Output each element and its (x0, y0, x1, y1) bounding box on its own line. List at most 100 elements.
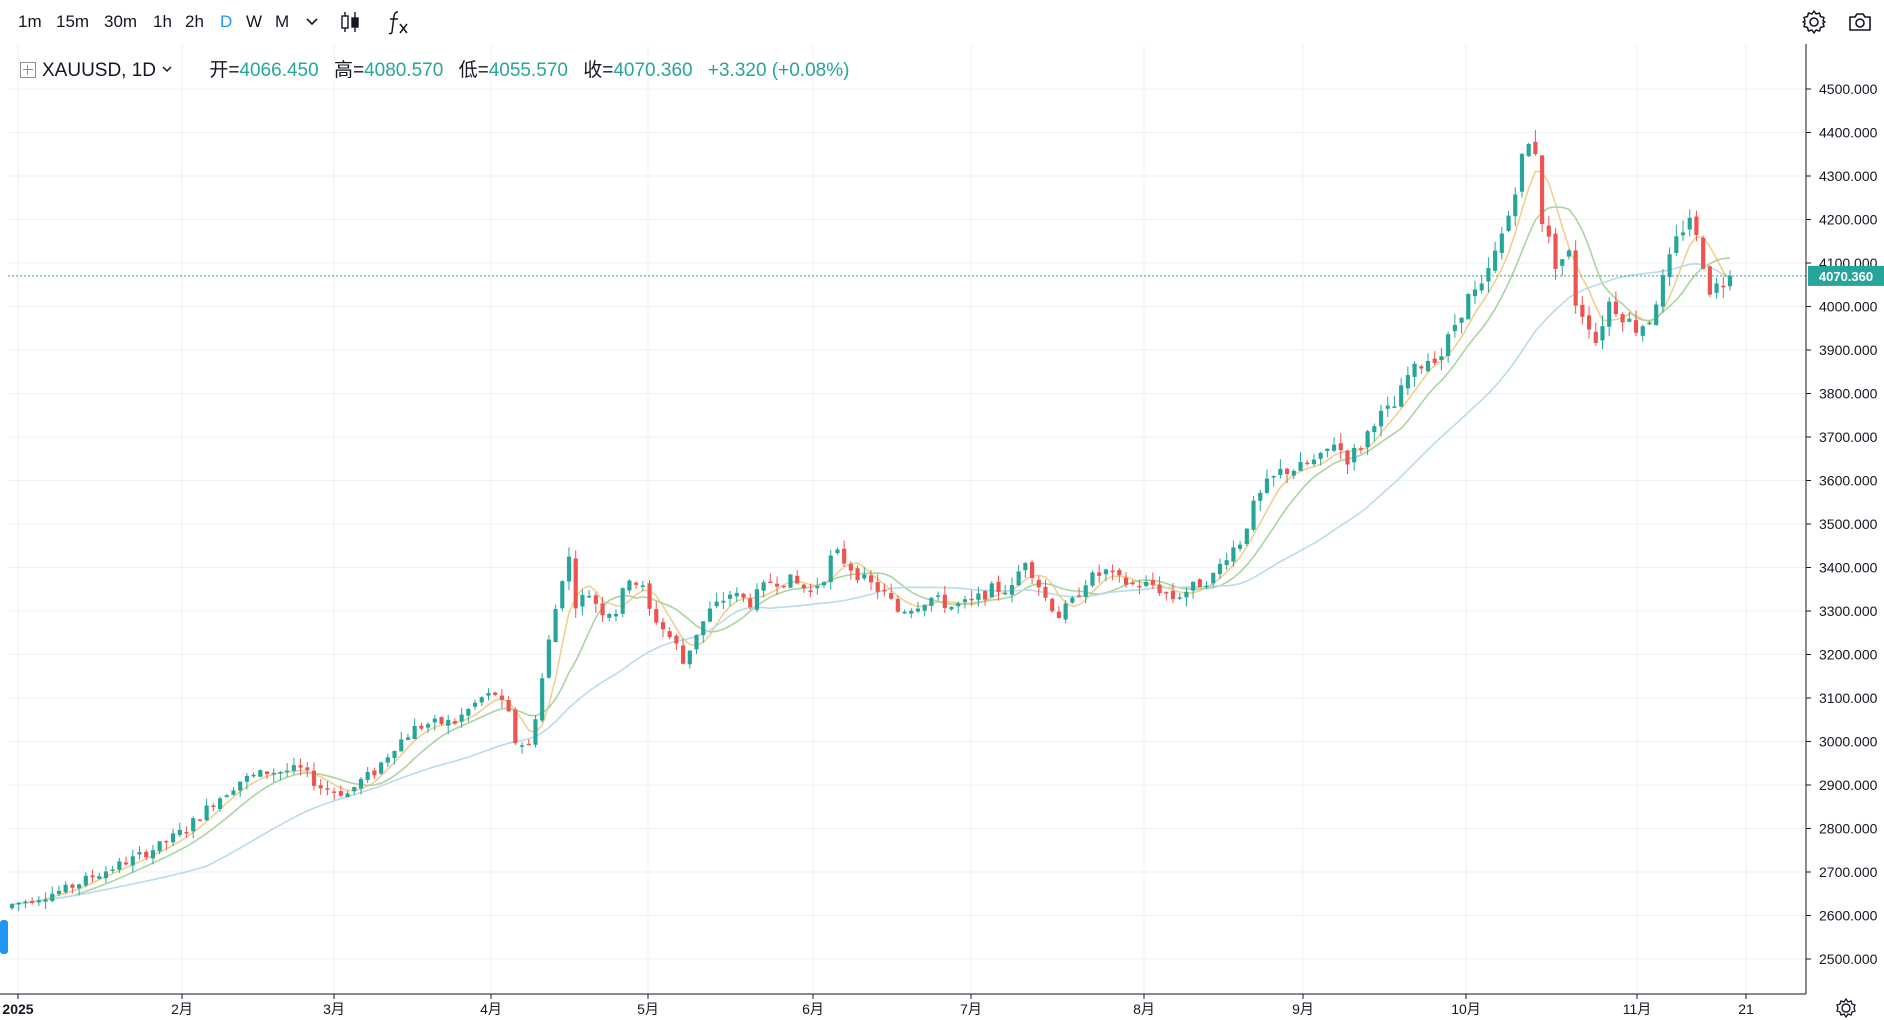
candle-body (580, 594, 585, 607)
close-value: 4070.360 (613, 60, 693, 81)
candle-body (318, 785, 323, 789)
candle-body (1036, 580, 1041, 588)
candle-body (150, 850, 156, 859)
candle-body (1157, 584, 1162, 594)
candle-body (1560, 259, 1565, 266)
candle-body (801, 584, 806, 589)
candle-body (77, 884, 82, 889)
candle-body (1144, 581, 1149, 586)
candle-body (1076, 595, 1082, 597)
axis-settings-icon[interactable] (1836, 997, 1856, 1019)
candle-body (1640, 326, 1645, 336)
candle-body (291, 765, 296, 771)
candle-body (63, 884, 68, 893)
candle-body (1620, 314, 1625, 323)
interval-m-button[interactable]: M (275, 12, 290, 31)
interval-30m-button[interactable]: 30m (104, 12, 138, 31)
candle-body (734, 592, 739, 597)
symbol-chevron-down-icon[interactable] (160, 62, 174, 76)
candle-body (1318, 452, 1323, 459)
legend-collapse-icon[interactable] (20, 62, 36, 78)
candle-body (1197, 579, 1202, 588)
x-tick-label: 8月 (1133, 1001, 1155, 1017)
candle-body (573, 558, 578, 609)
x-tick-label: 9月 (1292, 1001, 1314, 1017)
candle-body (1405, 375, 1410, 389)
interval-1m-button[interactable]: 1m (18, 12, 42, 31)
candle-body (305, 767, 310, 771)
y-tick-label: 3500.000 (1819, 516, 1878, 532)
moving-average-line (11, 170, 1731, 906)
indicators-fx-icon[interactable] (384, 8, 412, 36)
y-tick-label: 3700.000 (1819, 429, 1878, 445)
candle-body (1613, 301, 1618, 315)
interval-d-button[interactable]: D (220, 12, 233, 31)
candle-body (285, 770, 290, 773)
y-tick-label: 4300.000 (1819, 168, 1878, 184)
candle-body (311, 770, 317, 786)
chevron-down-icon[interactable] (303, 12, 321, 30)
candle-body (587, 595, 592, 598)
interval-2h-button[interactable]: 2h (185, 12, 204, 31)
candle-body (915, 608, 921, 612)
candle-body (1070, 597, 1075, 603)
candle-body (1365, 431, 1370, 448)
price-axis[interactable]: 4500.0004400.0004300.0004200.0004100.000… (1806, 81, 1878, 967)
candle-body (774, 583, 780, 587)
candle-body (1412, 363, 1417, 377)
candle-body (1217, 563, 1223, 575)
candle-body (43, 899, 48, 902)
candle-body (620, 588, 625, 614)
candle-body (124, 862, 129, 865)
candle-body (714, 601, 719, 607)
candle-body (332, 791, 337, 793)
y-tick-label: 3100.000 (1819, 690, 1878, 706)
candle-body (1513, 194, 1518, 217)
candle-body (170, 833, 176, 843)
candle-body (264, 771, 270, 775)
candle-body (1003, 592, 1008, 595)
candle-body (694, 634, 699, 650)
candle-body (506, 700, 511, 712)
interval-15m-button[interactable]: 15m (56, 12, 90, 31)
y-tick-label: 4200.000 (1819, 212, 1878, 228)
interval-1h-button[interactable]: 1h (153, 12, 172, 31)
candle-body (1211, 573, 1216, 584)
candle-body (30, 901, 35, 903)
camera-icon[interactable] (1846, 8, 1874, 36)
candle-body (667, 631, 672, 638)
candle-body (540, 678, 545, 721)
candle-body (278, 771, 283, 774)
candle-body (640, 585, 645, 587)
candle-body (1627, 318, 1632, 322)
scroll-handle[interactable] (0, 920, 8, 954)
candle-body (1311, 459, 1317, 465)
interval-w-button[interactable]: W (246, 12, 263, 31)
candle-body (546, 639, 551, 678)
candle-body (701, 621, 706, 636)
candle-body (1372, 426, 1377, 433)
candle-body (1305, 462, 1310, 465)
price-chart[interactable]: 4500.0004400.0004300.0004200.0004100.000… (0, 44, 1884, 1020)
candle-body (1580, 304, 1585, 317)
candle-body (1446, 334, 1451, 357)
candlestick-icon[interactable] (336, 8, 364, 36)
candle-body (855, 568, 860, 581)
candle-body (1043, 586, 1048, 598)
candle-body (325, 788, 330, 790)
moving-average-line (11, 206, 1731, 906)
candle-body (23, 901, 28, 904)
y-tick-label: 2600.000 (1819, 908, 1878, 924)
settings-gear-icon[interactable] (1800, 8, 1828, 36)
candle-body (144, 851, 149, 858)
candle-body (452, 721, 458, 724)
x-tick-label: 4月 (480, 1001, 502, 1017)
time-axis[interactable]: 2025 2月 3月 4月 5月 6月 7月 8月 9月 10月 11月 21 (2, 994, 1754, 1017)
candle-body (1425, 360, 1431, 372)
candle-body (1244, 528, 1249, 544)
candle-body (1721, 285, 1726, 288)
candle-body (781, 585, 786, 588)
candle-body (1607, 301, 1612, 327)
symbol-label[interactable]: XAUUSD, 1D (42, 60, 157, 81)
candle-body (983, 590, 988, 600)
